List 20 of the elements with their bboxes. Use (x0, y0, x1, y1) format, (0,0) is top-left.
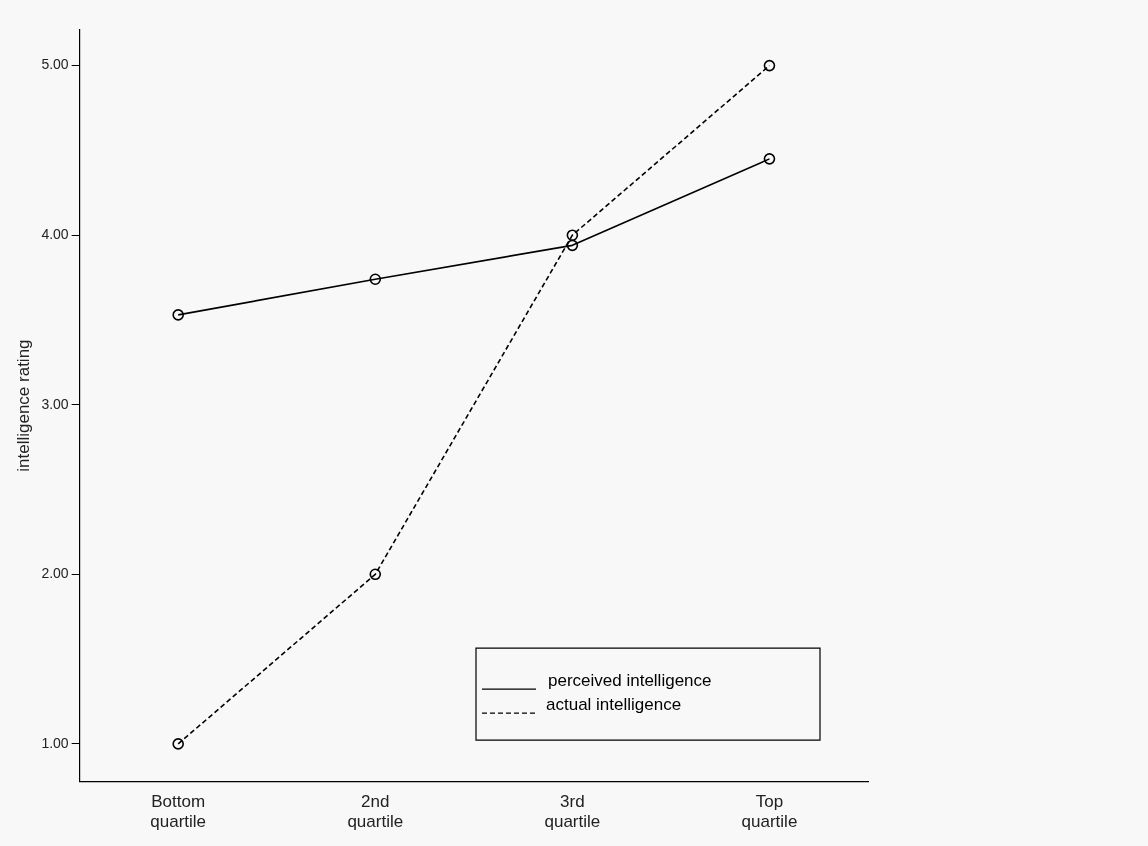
point (763, 59, 776, 72)
y-axis-title: intelligence rating (13, 339, 33, 472)
point (172, 309, 184, 321)
x-tick-label: 3rd quartile (544, 792, 601, 832)
point (566, 229, 579, 241)
point (763, 153, 776, 165)
x-tick-label: Top quartile (741, 792, 798, 832)
y-tick-label: 5.00 (41, 56, 69, 73)
y-tick-label: 3.00 (41, 395, 69, 412)
y-tick-label: 4.00 (41, 226, 69, 243)
legend-label: actual intelligence (546, 694, 682, 714)
x-tick-label: 2nd quartile (347, 792, 404, 832)
y-tick-label: 2.00 (41, 565, 69, 582)
x-tick-label: Bottom quartile (150, 792, 207, 832)
point (172, 738, 184, 750)
point (369, 568, 382, 581)
point (566, 239, 579, 252)
point (369, 273, 382, 286)
legend-label: perceived intelligence (548, 670, 712, 690)
y-tick-label: 1.00 (41, 734, 69, 751)
